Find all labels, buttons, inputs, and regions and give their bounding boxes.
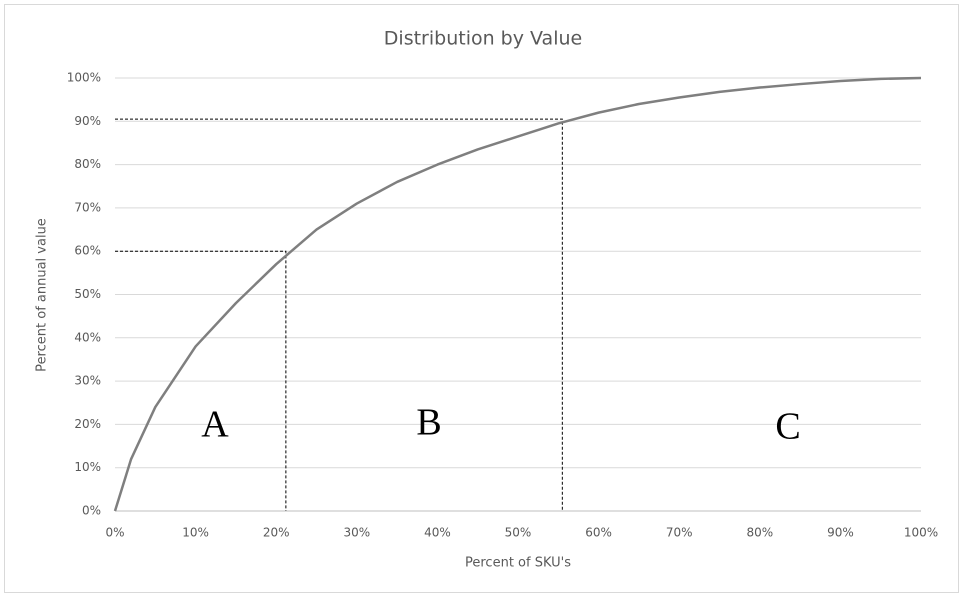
x-tick-label: 50%	[505, 526, 532, 540]
x-tick-label: 40%	[424, 526, 451, 540]
y-tick-label: 30%	[74, 374, 101, 388]
chart-border	[4, 4, 959, 593]
chart-title: Distribution by Value	[384, 28, 582, 50]
y-tick-label: 10%	[74, 460, 101, 474]
y-tick-label: 20%	[74, 417, 101, 431]
x-axis-title: Percent of SKU's	[465, 556, 571, 571]
x-tick-label: 80%	[746, 526, 773, 540]
line-series	[113, 76, 922, 512]
y-tick-label: 60%	[74, 244, 101, 258]
x-tick-label: 30%	[343, 526, 370, 540]
x-tick-label: 10%	[182, 526, 209, 540]
y-tick-label: 70%	[74, 200, 101, 214]
y-tick-label: 80%	[74, 157, 101, 171]
y-tick-label: 50%	[74, 287, 101, 301]
x-tick-label: 60%	[585, 526, 612, 540]
y-tick-label: 40%	[74, 330, 101, 344]
zone-label: C	[775, 406, 800, 448]
y-axis-title: Percent of annual value	[35, 218, 50, 372]
zone-label: A	[201, 404, 229, 446]
reference-line	[115, 250, 287, 511]
y-tick-label: 100%	[67, 71, 101, 85]
y-tick-label: 90%	[74, 114, 101, 128]
x-tick-label: 90%	[827, 526, 854, 540]
zone-label: B	[416, 402, 441, 444]
x-tick-label: 0%	[105, 526, 124, 540]
reference-line	[115, 118, 563, 511]
x-tick-label: 100%	[904, 526, 938, 540]
x-tick-label: 70%	[666, 526, 693, 540]
y-tick-label: 0%	[82, 504, 101, 518]
x-tick-label: 20%	[263, 526, 290, 540]
